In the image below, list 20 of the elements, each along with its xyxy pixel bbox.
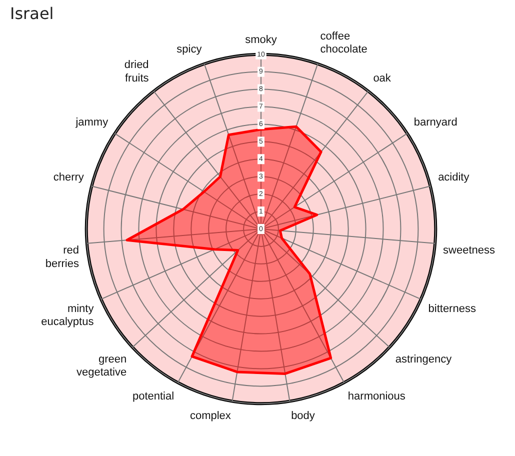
spoke-label: red berries (45, 244, 80, 270)
spoke-label: spicy (176, 44, 202, 56)
spoke-label: coffee chocolate (320, 30, 368, 56)
spoke-label: cherry (53, 172, 84, 184)
spoke-label: barnyard (414, 116, 458, 129)
spoke-label: oak (373, 72, 392, 84)
spoke-label: green vegetative (76, 353, 127, 379)
spoke-label: jammy (74, 116, 109, 129)
chart-title: Israel (10, 4, 54, 23)
spoke-label: body (291, 410, 316, 422)
spoke-label: minty eucalyptus (41, 303, 94, 328)
spoke-label: harmonious (348, 390, 406, 402)
spoke-label: potential (132, 390, 174, 402)
spoke-label: smoky (245, 34, 278, 46)
spoke-label: sweetness (443, 244, 496, 257)
spoke-label: dried fruits (124, 59, 150, 84)
spoke-label: bitterness (428, 303, 476, 315)
spoke-label: acidity (438, 172, 470, 184)
spoke-label: complex (190, 410, 232, 422)
spoke-label: astringency (395, 353, 452, 366)
